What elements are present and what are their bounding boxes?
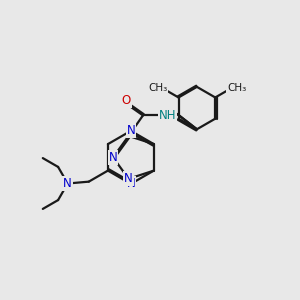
- Text: CH₃: CH₃: [227, 82, 246, 93]
- Text: N: N: [127, 177, 135, 190]
- Text: N: N: [109, 151, 117, 164]
- Text: N: N: [124, 172, 133, 185]
- Text: O: O: [122, 94, 131, 106]
- Text: N: N: [127, 124, 135, 137]
- Text: NH: NH: [159, 109, 176, 122]
- Text: CH₃: CH₃: [148, 82, 168, 93]
- Text: N: N: [63, 177, 72, 190]
